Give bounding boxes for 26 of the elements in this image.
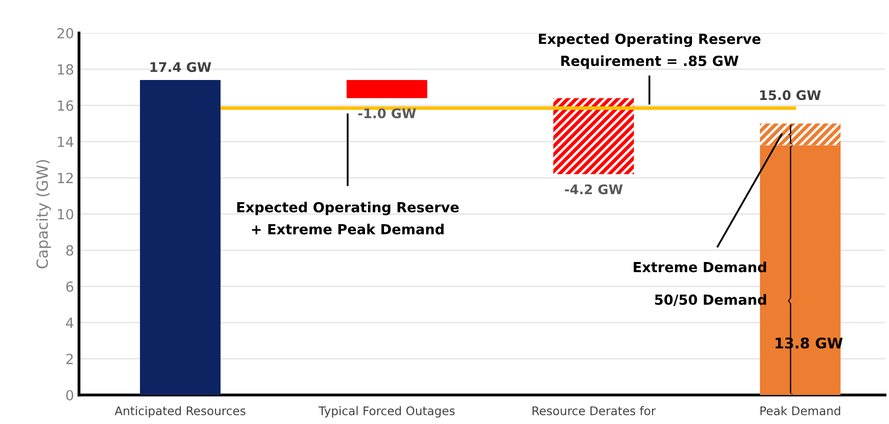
data-label: -1.0 GW [358, 108, 416, 118]
y-axis-title: Capacity (GW) [36, 160, 51, 268]
bar [760, 124, 841, 146]
y-tick-label: 20 [57, 28, 74, 38]
bar [140, 80, 221, 395]
x-tick-label: Peak Demand [760, 406, 840, 416]
annotation: Expected Operating Reserve + Extreme Peak Demand [237, 202, 459, 234]
y-tick-label: 2 [66, 354, 73, 364]
y-tick-label: 4 [66, 318, 74, 328]
y-tick-label: 12 [58, 172, 73, 184]
y-tick-label: 18 [58, 64, 74, 75]
total-label: 15.0 GW [760, 90, 821, 100]
y-tick-label: 8 [66, 245, 74, 256]
y-tick-label: 6 [66, 281, 74, 292]
x-tick-label: Typical Forced Outages [318, 406, 455, 418]
x-tick-label: Anticipated Resources [114, 406, 246, 418]
bar [553, 98, 634, 174]
y-tick-label: 16 [58, 100, 74, 111]
y-tick-label: 14 [58, 136, 74, 147]
data-label: 17.4 GW [150, 62, 212, 72]
annotation: Expected Operating Reserve Requirement = .85 GW [538, 33, 760, 69]
data-label: -4.2 GW [564, 184, 623, 194]
y-tick-label: 10 [58, 208, 74, 220]
bar [346, 80, 428, 98]
x-tick-label: Resource Derates for [532, 406, 656, 416]
y-tick-label: 0 [66, 390, 74, 400]
